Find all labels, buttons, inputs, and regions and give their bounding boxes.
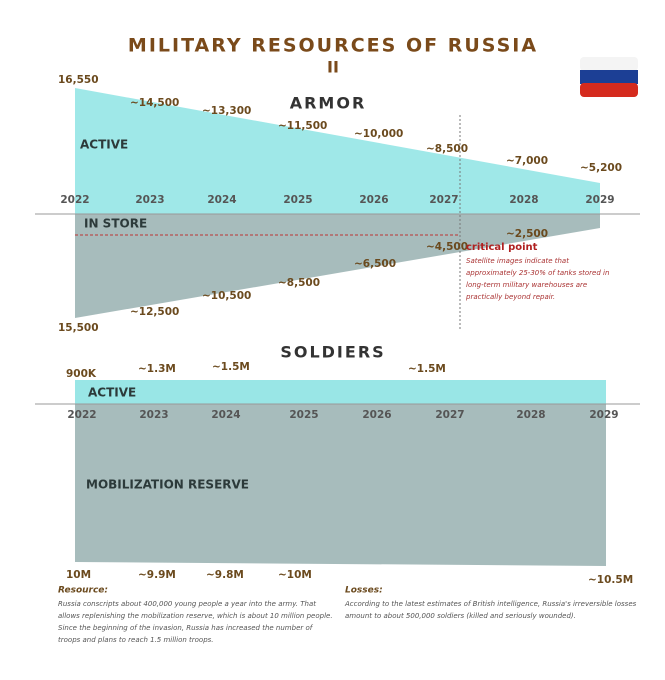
store-area bbox=[75, 214, 600, 318]
value-label: ~11,500 bbox=[278, 120, 327, 132]
value-label: ~2,500 bbox=[506, 228, 548, 240]
flag bbox=[580, 57, 638, 97]
series-label: IN STORE bbox=[84, 217, 147, 231]
series-label: ACTIVE bbox=[80, 138, 128, 152]
year-label: 2029 bbox=[589, 409, 618, 421]
year-label: 2027 bbox=[435, 409, 464, 421]
footer-heading: Losses: bbox=[345, 586, 383, 596]
year-label: 2026 bbox=[362, 409, 391, 421]
footer-heading: Resource: bbox=[58, 586, 108, 596]
year-label: 2023 bbox=[139, 409, 168, 421]
subtitle: II bbox=[327, 58, 339, 77]
value-label: ~1.3M bbox=[138, 363, 176, 375]
annotation-title: critical point bbox=[466, 242, 538, 253]
year-label: 2024 bbox=[211, 409, 240, 421]
value-label: ~1.5M bbox=[212, 361, 250, 373]
footer-text: Since the beginning of the invasion, Rus… bbox=[58, 624, 314, 632]
year-label: 2025 bbox=[283, 194, 312, 206]
title: MILITARY RESOURCES OF RUSSIA bbox=[128, 35, 538, 57]
annotation-text: approximately 25-30% of tanks stored in bbox=[466, 269, 609, 277]
section-heading: ARMOR bbox=[290, 94, 367, 113]
footer-text: Russia conscripts about 400,000 young pe… bbox=[58, 600, 316, 608]
footer-text: troops and plans to reach 1.5 million tr… bbox=[58, 636, 214, 644]
value-label: 16,550 bbox=[58, 74, 99, 86]
value-label: ~10,500 bbox=[202, 290, 251, 302]
value-label: ~8,500 bbox=[426, 143, 468, 155]
year-label: 2027 bbox=[429, 194, 458, 206]
footer-text: allows replenishing the mobilization res… bbox=[58, 612, 333, 620]
year-label: 2024 bbox=[207, 194, 236, 206]
year-label: 2028 bbox=[516, 409, 545, 421]
value-label: ~6,500 bbox=[354, 258, 396, 270]
value-label: ~5,200 bbox=[580, 162, 622, 174]
footer-text: According to the latest estimates of Bri… bbox=[344, 600, 637, 608]
active-area bbox=[75, 380, 606, 404]
annotation-text: Satellite images indicate that bbox=[466, 257, 569, 265]
value-label: ~13,300 bbox=[202, 105, 251, 117]
year-label: 2023 bbox=[135, 194, 164, 206]
value-label: ~7,000 bbox=[506, 155, 548, 167]
annotation-text: practically beyond repair. bbox=[465, 293, 555, 301]
value-label: ~10M bbox=[278, 569, 312, 581]
value-label: ~9.9M bbox=[138, 569, 176, 581]
year-label: 2028 bbox=[509, 194, 538, 206]
value-label: ~1.5M bbox=[408, 363, 446, 375]
footer-text: amount to about 500,000 soldiers (killed… bbox=[345, 612, 576, 620]
year-label: 2029 bbox=[585, 194, 614, 206]
value-label: ~9.8M bbox=[206, 569, 244, 581]
year-label: 2026 bbox=[359, 194, 388, 206]
series-label: MOBILIZATION RESERVE bbox=[86, 478, 249, 492]
year-label: 2025 bbox=[289, 409, 318, 421]
reserve-area bbox=[75, 404, 606, 566]
value-label: ~4,500 bbox=[426, 241, 468, 253]
active-area bbox=[75, 88, 600, 214]
value-label: ~10.5M bbox=[588, 574, 633, 586]
section-heading: SOLDIERS bbox=[280, 343, 385, 362]
series-label: ACTIVE bbox=[88, 386, 136, 400]
value-label: ~8,500 bbox=[278, 277, 320, 289]
value-label: ~12,500 bbox=[130, 306, 179, 318]
value-label: ~10,000 bbox=[354, 128, 403, 140]
value-label: 15,500 bbox=[58, 322, 99, 334]
year-label: 2022 bbox=[67, 409, 96, 421]
year-label: 2022 bbox=[60, 194, 89, 206]
annotation-text: long-term military warehouses are bbox=[466, 281, 587, 289]
value-label: 900K bbox=[66, 368, 97, 380]
value-label: ~14,500 bbox=[130, 97, 179, 109]
value-label: 10M bbox=[66, 569, 91, 581]
